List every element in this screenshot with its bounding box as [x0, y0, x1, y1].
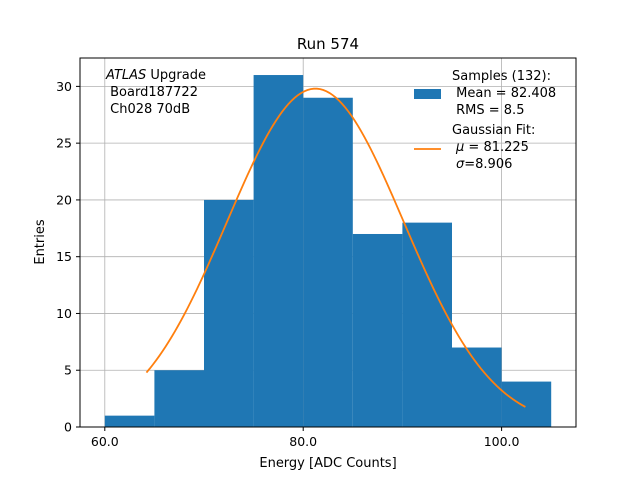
legend-samples-title: Samples (132):: [452, 69, 551, 84]
legend-fit-sigma: σ=8.906: [456, 157, 512, 172]
legend-fit-mu-value: = 81.225: [464, 140, 529, 155]
legend-fit-mu: μ = 81.225: [455, 140, 529, 155]
x-tick-label-0: 60.0: [91, 434, 119, 449]
annotation-atlas: ATLAS: [105, 68, 146, 83]
annotation-upgrade: Upgrade: [146, 68, 206, 83]
histogram-bar-1: [154, 370, 204, 427]
annotation-line-3: Ch028 70dB: [106, 102, 190, 117]
x-axis-ticks: 60.0 80.0 100.0: [91, 427, 520, 449]
y-tick-label-0: 0: [64, 420, 72, 435]
legend-samples-rms: RMS = 8.5: [452, 103, 524, 118]
histogram-bar-0: [104, 415, 155, 427]
x-tick-label-2: 100.0: [484, 434, 520, 449]
histogram-bar-4: [303, 97, 353, 427]
legend: Samples (132): Mean = 82.408 RMS = 8.5 G…: [414, 69, 556, 172]
x-tick-label-1: 80.0: [289, 434, 317, 449]
legend-samples-mean: Mean = 82.408: [452, 86, 556, 101]
histogram-bar-6: [402, 222, 452, 427]
legend-fit-sigma-value: =8.906: [464, 157, 512, 172]
histogram-bar-7: [452, 347, 502, 427]
y-tick-label-3: 15: [56, 249, 72, 264]
y-axis-label: Entries: [33, 219, 48, 265]
info-annotation: ATLAS Upgrade Board187722 Ch028 70dB: [105, 68, 206, 117]
y-tick-label-4: 20: [56, 192, 72, 207]
gaussian-fit-curve: [145, 87, 526, 408]
histogram-bar-2: [204, 199, 254, 427]
histogram-bar-8: [501, 381, 552, 427]
annotation-line-1: ATLAS Upgrade: [105, 68, 206, 83]
legend-fit-mu-symbol: μ: [455, 140, 464, 155]
y-tick-label-6: 30: [56, 79, 72, 94]
y-axis-ticks: 0 5 10 15 20 25 30: [56, 79, 80, 435]
annotation-line-2: Board187722: [106, 85, 198, 100]
legend-fit-title: Gaussian Fit:: [452, 123, 535, 138]
y-tick-label-2: 10: [56, 306, 72, 321]
histogram-bars: [104, 75, 552, 428]
y-tick-label-5: 25: [56, 136, 72, 151]
legend-fit-sigma-symbol: σ: [456, 157, 465, 172]
plot-frame: [79, 57, 577, 428]
legend-samples-swatch: [414, 89, 441, 99]
chart-title: Run 574: [297, 35, 359, 53]
histogram-bar-5: [352, 233, 403, 427]
gaussian-fit-layer: [145, 87, 526, 408]
histogram-bar-3: [253, 75, 304, 428]
x-axis-label: Energy [ADC Counts]: [259, 456, 396, 471]
y-tick-label-1: 5: [64, 363, 72, 378]
